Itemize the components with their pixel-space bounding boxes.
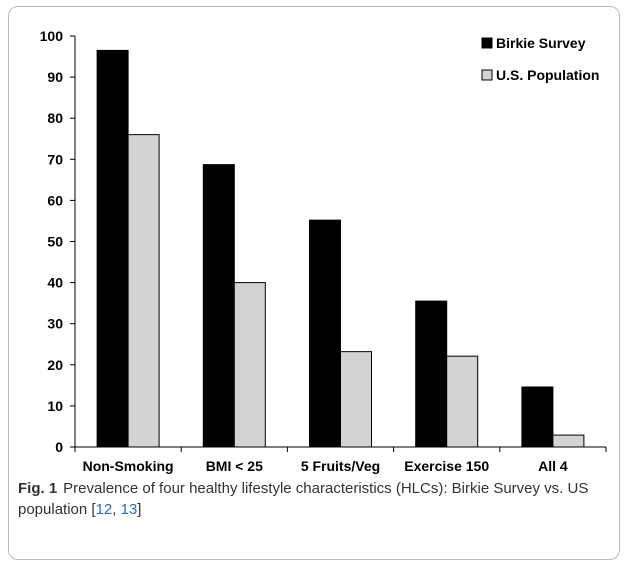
bar-birkie-0 — [96, 49, 129, 448]
y-tick-label: 10 — [47, 398, 63, 414]
category-label: All 4 — [538, 458, 568, 474]
bar-us-2 — [340, 351, 372, 448]
bar-us-4 — [552, 434, 585, 448]
y-tick-label: 100 — [40, 28, 64, 44]
y-tick-label: 20 — [47, 357, 63, 373]
category-label: Exercise 150 — [404, 458, 489, 474]
caption-separator: , — [112, 501, 121, 518]
caption-close-bracket: ] — [137, 501, 142, 518]
legend: Birkie Survey U.S. Population — [481, 35, 599, 83]
y-tick-label: 60 — [47, 192, 63, 208]
bar-chart: 0 10 20 30 40 50 60 70 80 90 100 Non-Smoking BMI < … — [40, 28, 607, 480]
x-axis-labels: Non-Smoking BMI < 25 5 Fruits/Veg per day Ex… — [83, 458, 568, 480]
bar-birkie-4 — [521, 386, 554, 448]
bar-birkie-3 — [415, 300, 448, 448]
bar-us-1 — [233, 282, 266, 448]
category-label: Non-Smoking — [83, 458, 174, 474]
bar-us-3 — [446, 355, 479, 448]
caption-text: Prevalence of four healthy lifestyle cha… — [18, 480, 589, 518]
bar-us-0 — [127, 134, 160, 448]
figure-caption: Fig. 1 Prevalence of four healthy lifesty… — [18, 478, 618, 520]
reference-link-13[interactable]: 13 — [120, 501, 138, 518]
reference-link-12[interactable]: 12 — [95, 501, 113, 518]
legend-label: Birkie Survey — [496, 35, 586, 51]
category-label: min/wk — [423, 478, 471, 480]
figure-label: Fig. 1 — [18, 480, 58, 497]
y-tick-label: 50 — [47, 234, 63, 250]
y-tick-label: 70 — [47, 151, 63, 167]
legend-swatch — [481, 37, 493, 49]
category-label: BMI < 25 — [206, 458, 263, 474]
y-axis: 0 10 20 30 40 50 60 70 80 90 100 — [40, 28, 607, 455]
y-tick-label: 0 — [55, 439, 63, 455]
bar-birkie-2 — [309, 219, 341, 448]
y-tick-label: 40 — [47, 275, 63, 291]
y-tick-label: 90 — [47, 69, 63, 85]
category-label: 5 Fruits/Veg — [301, 458, 380, 474]
category-label: per day — [316, 478, 366, 480]
legend-label: U.S. Population — [496, 67, 599, 83]
bar-birkie-1 — [202, 164, 235, 448]
legend-swatch — [481, 69, 493, 81]
bars — [96, 49, 585, 448]
y-tick-label: 80 — [47, 110, 63, 126]
y-tick-label: 30 — [47, 316, 63, 332]
